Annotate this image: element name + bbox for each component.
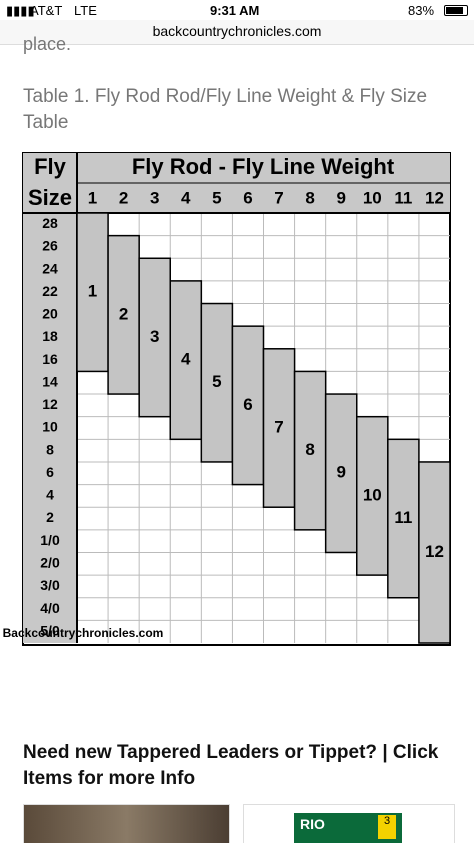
size-label: 16 [42, 351, 58, 367]
battery-level: 83% [408, 3, 435, 18]
size-label: 26 [42, 238, 58, 254]
weight-label: 5 [212, 188, 221, 207]
product-box: RIO 3 [294, 813, 402, 843]
weight-label: 4 [181, 188, 191, 207]
size-label: 20 [42, 306, 58, 322]
size-label: 3/0 [40, 577, 60, 593]
fly-table: Fly Size Fly Rod - Fly Line Weight 28262… [3, 152, 451, 646]
status-bar: ▮▮▮▮ AT&T LTE 9:31 AM 83% [0, 0, 474, 20]
size-label: 5/0 [40, 622, 60, 638]
bar-label: 5 [212, 372, 221, 391]
battery-fill [446, 7, 463, 14]
bar-label: 4 [181, 350, 191, 369]
bar-label: 7 [274, 417, 283, 436]
size-label: 24 [42, 260, 58, 276]
range-bar [107, 234, 140, 395]
size-label: 4/0 [40, 600, 60, 616]
clock: 9:31 AM [210, 3, 260, 18]
range-bar [387, 438, 420, 599]
bar-label: 8 [305, 440, 314, 459]
weight-label: 8 [305, 188, 314, 207]
range-bar [293, 370, 327, 531]
bar-label: 2 [119, 304, 128, 323]
weight-label: 2 [119, 188, 128, 207]
weight-label: 3 [150, 188, 159, 207]
weight-label: 11 [394, 188, 412, 207]
bar-label: 6 [243, 395, 252, 414]
weight-label: 1 [88, 188, 97, 207]
corner-cell [23, 153, 77, 213]
size-label: 22 [42, 283, 58, 299]
product-brand: RIO [300, 816, 325, 832]
range-bar [262, 348, 296, 508]
carrier: AT&T [30, 3, 63, 18]
partial-text: place. [23, 34, 72, 54]
bar-label: 9 [336, 463, 345, 482]
range-bar [324, 393, 358, 554]
product-thumb[interactable]: RIO 3 [243, 804, 455, 843]
watermark: Backcountrychronicles.com [3, 626, 164, 640]
size-label: 6 [46, 464, 54, 480]
range-bar [200, 302, 234, 463]
table-title: Fly Rod - Fly Line Weight [132, 154, 395, 179]
corner-bottom: Size [28, 185, 72, 210]
bar-label: 11 [394, 508, 412, 527]
signal: ▮▮▮▮ [6, 3, 35, 18]
bar-label: 1 [88, 282, 97, 301]
product-count: 3 [378, 815, 396, 839]
weight-label: 9 [336, 188, 345, 207]
url-bar[interactable]: backcountrychronicles.com [0, 20, 474, 45]
weight-label: 7 [274, 188, 283, 207]
corner-top: Fly [34, 154, 67, 179]
product-thumb[interactable] [23, 804, 230, 843]
size-column [23, 213, 77, 643]
weight-label: 12 [425, 188, 444, 207]
size-label: 1/0 [40, 532, 60, 548]
bar-label: 12 [425, 542, 444, 561]
range-bar [76, 212, 109, 373]
bar-label: 3 [150, 327, 159, 346]
size-label: 8 [46, 441, 54, 457]
promo-heading[interactable]: Need new Tappered Leaders or Tippet? | C… [23, 742, 439, 789]
size-label: 4 [46, 487, 54, 503]
size-label: 2 [46, 509, 54, 525]
battery-icon [444, 5, 468, 16]
weight-label: 6 [243, 188, 252, 207]
size-label: 12 [42, 396, 58, 412]
size-label: 18 [42, 328, 58, 344]
size-label: 28 [42, 215, 58, 231]
range-bar [231, 325, 265, 486]
weight-label: 10 [363, 188, 382, 207]
size-label: 14 [42, 373, 58, 389]
size-label: 2/0 [40, 554, 60, 570]
size-label: 10 [42, 419, 58, 435]
network: LTE [74, 3, 97, 18]
caption: Table 1. Fly Rod Rod/Fly Line Weight & F… [23, 86, 428, 133]
bar-label: 10 [363, 485, 382, 504]
range-bar [418, 461, 451, 644]
